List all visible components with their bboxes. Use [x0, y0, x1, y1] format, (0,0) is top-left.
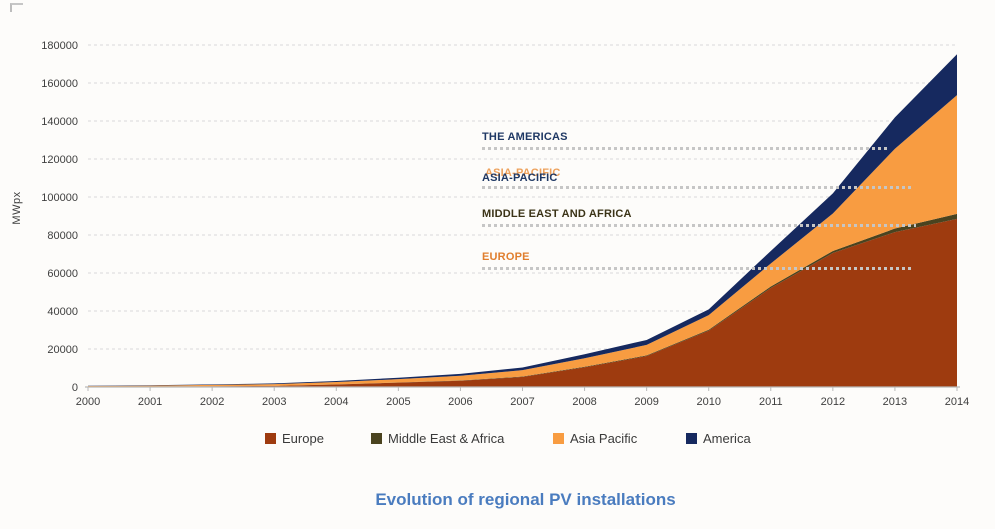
annotation-middle-east-africa: MIDDLE EAST AND AFRICA — [482, 208, 916, 227]
annotation-line-the-americas — [482, 147, 888, 150]
annotation-the-americas: THE AMERICAS — [482, 131, 888, 150]
x-tick-label: 2002 — [200, 396, 224, 408]
x-tick-label: 2012 — [821, 396, 845, 408]
legend-label-middle-east-africa: Middle East & Africa — [388, 431, 505, 446]
y-tick-label: 20000 — [47, 344, 78, 356]
x-tick-label: 2010 — [696, 396, 720, 408]
x-tick-label: 2000 — [76, 396, 100, 408]
x-tick-label: 2007 — [510, 396, 534, 408]
x-tick-label: 2004 — [324, 396, 348, 408]
x-tick-label: 2011 — [759, 396, 783, 408]
y-tick-label: 40000 — [47, 306, 78, 318]
legend-item-america: America — [686, 431, 751, 446]
x-tick-label: 2005 — [386, 396, 410, 408]
legend-label-europe: Europe — [282, 431, 324, 446]
y-tick-label: 140000 — [41, 116, 78, 128]
y-tick-label: 180000 — [41, 40, 78, 52]
y-tick-label: 160000 — [41, 78, 78, 90]
plot-svg: 0 20000 40000 60000 80000 100000 120000 140000 1… — [41, 40, 969, 408]
chart-title: Evolution of regional PV installations — [375, 490, 676, 509]
x-tick-label: 2013 — [883, 396, 907, 408]
x-tick-label: 2009 — [634, 396, 658, 408]
annotation-line-europe — [482, 267, 914, 270]
y-tick-label: 0 — [72, 382, 78, 394]
x-tick-label: 2003 — [262, 396, 286, 408]
legend-item-middle-east-africa: Middle East & Africa — [371, 431, 504, 446]
annotation-ghost-asia-pacific: ASIA-PACIFIC — [485, 167, 561, 179]
legend-swatch-middle-east-africa — [371, 433, 382, 444]
annotation-asia-pacific: ASIA-PACIFIC ASIA-PACIFIC — [482, 167, 912, 189]
legend-label-asia-pacific: Asia Pacific — [570, 431, 638, 446]
x-tick-label: 2014 — [945, 396, 969, 408]
y-tick-label: 120000 — [41, 154, 78, 166]
legend-swatch-asia-pacific — [553, 433, 564, 444]
annotation-label-europe: EUROPE — [482, 251, 530, 263]
y-tick-label: 80000 — [47, 230, 78, 242]
x-tick-label: 2006 — [448, 396, 472, 408]
legend-item-europe: Europe — [265, 431, 324, 446]
y-tick-label: 100000 — [41, 192, 78, 204]
annotation-label-middle-east-africa: MIDDLE EAST AND AFRICA — [482, 208, 632, 220]
stacked-area-chart: 0 20000 40000 60000 80000 100000 120000 140000 1… — [11, 40, 969, 408]
legend: Europe Middle East & Africa Asia Pacific… — [0, 431, 995, 453]
legend-item-asia-pacific: Asia Pacific — [553, 431, 637, 446]
scan-corner-artifact — [10, 3, 23, 12]
x-tick-label: 2001 — [138, 396, 162, 408]
legend-swatch-europe — [265, 433, 276, 444]
legend-swatch-america — [686, 433, 697, 444]
annotation-europe: EUROPE — [482, 251, 914, 270]
annotation-label-asia-pacific: ASIA-PACIFIC — [482, 172, 558, 184]
y-tick-label: 60000 — [47, 268, 78, 280]
annotation-line-asia-pacific — [482, 186, 912, 189]
x-tick-label: 2008 — [572, 396, 596, 408]
area-europe — [88, 218, 957, 387]
annotation-label-the-americas: THE AMERICAS — [482, 131, 568, 143]
legend-label-america: America — [703, 431, 751, 446]
annotation-line-middle-east-africa — [482, 224, 916, 227]
y-axis-title: MWpx — [11, 191, 23, 225]
